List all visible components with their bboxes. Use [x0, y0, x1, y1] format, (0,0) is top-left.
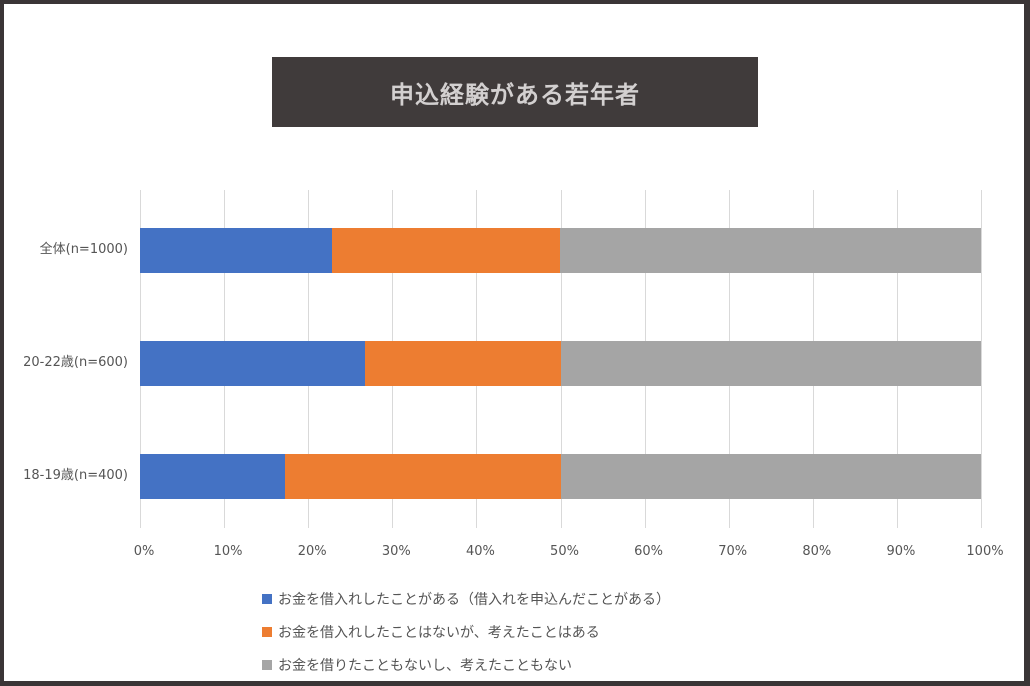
- stacked-bar: [140, 228, 981, 273]
- y-axis-label: 18-19歳(n=400): [23, 468, 128, 483]
- bar-segment-series-2: [561, 341, 981, 386]
- stacked-bar: [140, 454, 981, 499]
- bar-segment-series-1: [365, 341, 562, 386]
- legend-label: お金を借りたこともないし、考えたこともない: [278, 657, 572, 674]
- legend-item: お金を借入れしたことがある（借入れを申込んだことがある）: [262, 582, 670, 615]
- legend-label: お金を借入れしたことがある（借入れを申込んだことがある）: [278, 591, 670, 608]
- legend-swatch-icon: [262, 593, 272, 604]
- bar-segment-series-2: [560, 228, 981, 273]
- bar-segment-series-2: [561, 454, 981, 499]
- y-axis-label: 全体(n=1000): [39, 242, 128, 257]
- x-axis-tick-label: 40%: [465, 544, 495, 559]
- legend-swatch-icon: [262, 626, 272, 637]
- x-axis-tick-label: 30%: [381, 544, 411, 559]
- chart-title-banner: 申込経験がある若年者: [272, 57, 758, 127]
- y-axis-label: 20-22歳(n=600): [23, 355, 128, 370]
- bar-segment-series-0: [140, 228, 332, 273]
- bar-segment-series-1: [284, 454, 562, 499]
- x-axis-tick-label: 10%: [213, 544, 243, 559]
- legend-item: お金を借りたこともないし、考えたこともない: [262, 648, 670, 681]
- x-axis-tick-label: 20%: [297, 544, 327, 559]
- legend-swatch-icon: [262, 659, 272, 670]
- x-axis-tick-label: 100%: [966, 544, 1004, 559]
- bar-segment-series-0: [140, 454, 285, 499]
- bar-segment-series-1: [331, 228, 561, 273]
- x-axis-tick-label: 80%: [802, 544, 832, 559]
- x-axis-tick-label: 90%: [886, 544, 916, 559]
- gridline: [981, 190, 982, 528]
- chart-title: 申込経験がある若年者: [390, 80, 640, 109]
- plot-area: [140, 190, 982, 528]
- legend-label: お金を借入れしたことはないが、考えたことはある: [278, 624, 600, 641]
- x-axis-tick-label: 0%: [133, 544, 155, 559]
- stacked-bar: [140, 341, 981, 386]
- bar-segment-series-0: [140, 341, 366, 386]
- legend: お金を借入れしたことがある（借入れを申込んだことがある） お金を借入れしたことはな…: [262, 582, 670, 681]
- x-axis-tick-label: 70%: [718, 544, 748, 559]
- x-axis-tick-label: 60%: [634, 544, 664, 559]
- legend-item: お金を借入れしたことはないが、考えたことはある: [262, 615, 670, 648]
- x-axis-tick-label: 50%: [550, 544, 579, 559]
